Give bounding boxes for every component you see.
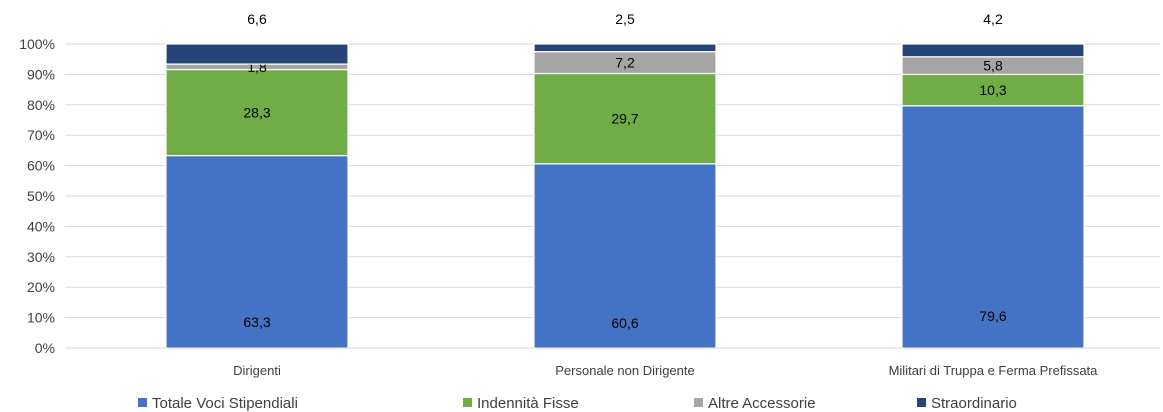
bar-segment — [165, 43, 349, 65]
data-label: 2,5 — [615, 11, 635, 27]
bar-segment — [533, 72, 717, 165]
data-label: 28,3 — [243, 105, 270, 121]
legend-label: Totale Voci Stipendiali — [152, 395, 298, 412]
data-label: 79,6 — [979, 308, 1006, 324]
data-label: 60,6 — [611, 315, 638, 331]
bar-segment — [533, 163, 717, 349]
y-tick-label: 20% — [27, 279, 55, 295]
y-tick-label: 50% — [27, 188, 55, 204]
y-tick-label: 90% — [27, 66, 55, 82]
x-tick-label: Personale non Dirigente — [555, 363, 694, 378]
y-tick-label: 30% — [27, 249, 55, 265]
data-label: 6,6 — [247, 11, 267, 27]
data-label: 4,2 — [983, 11, 1003, 27]
y-tick-label: 70% — [27, 127, 55, 143]
y-tick-label: 80% — [27, 97, 55, 113]
y-tick-label: 0% — [35, 340, 55, 356]
legend-swatch — [138, 398, 147, 407]
bar-segment — [165, 68, 349, 157]
legend-swatch — [694, 398, 703, 407]
data-label: 29,7 — [611, 111, 638, 127]
y-tick-label: 60% — [27, 158, 55, 174]
y-tick-label: 100% — [19, 36, 55, 52]
bar-segment — [901, 43, 1085, 58]
bar-segment — [901, 73, 1085, 107]
data-label: 5,8 — [983, 58, 1003, 74]
y-tick-label: 10% — [27, 310, 55, 326]
data-label: 7,2 — [615, 55, 635, 71]
legend-swatch — [463, 398, 472, 407]
y-tick-label: 40% — [27, 218, 55, 234]
legend-swatch — [917, 398, 926, 407]
data-label: 10,3 — [979, 82, 1006, 98]
legend-label: Altre Accessorie — [708, 395, 816, 412]
bar-segment — [165, 154, 349, 349]
bar-segment — [533, 43, 717, 53]
legend-label: Indennità Fisse — [477, 395, 579, 412]
data-label: 63,3 — [243, 314, 270, 330]
x-tick-label: Militari di Truppa e Ferma Prefissata — [889, 363, 1099, 378]
x-tick-label: Dirigenti — [233, 363, 281, 378]
legend-label: Straordinario — [931, 395, 1017, 412]
